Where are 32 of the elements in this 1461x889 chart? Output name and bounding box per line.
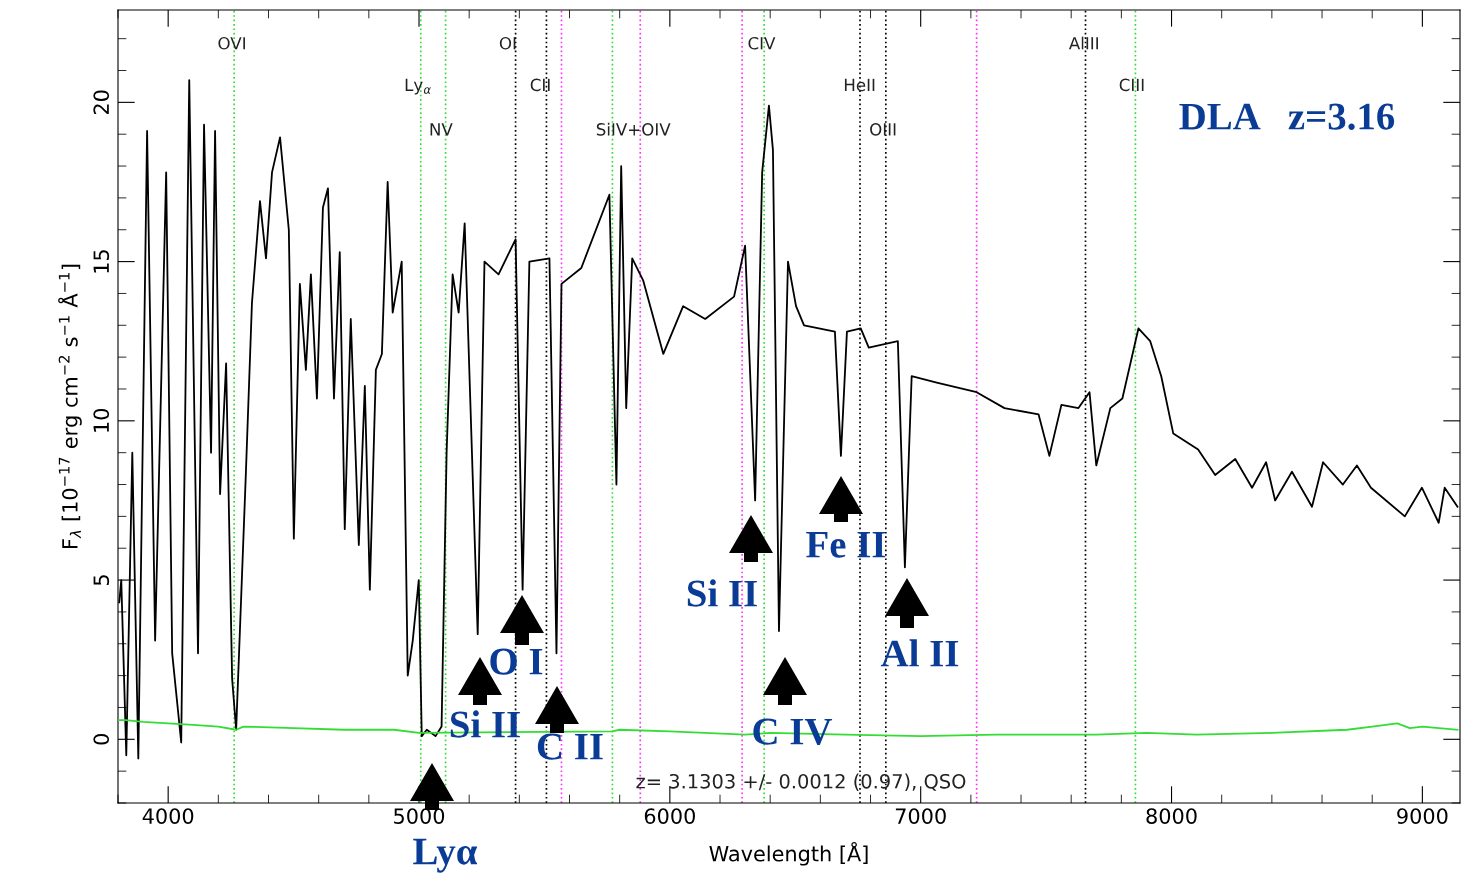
- ref-line-label: CIII: [1119, 78, 1144, 92]
- x-tick-label: 8000: [1146, 808, 1197, 824]
- ref-line-label: OVI: [218, 36, 245, 50]
- ref-line-label: OIII: [870, 123, 896, 136]
- x-axis-title: Wavelength [Å]: [709, 841, 868, 866]
- y-tick-label: 5: [93, 575, 110, 586]
- y-tick-label: 0: [93, 734, 110, 745]
- annotation: z= 3.1303 +/- 0.0012 (0.97), QSO: [636, 773, 966, 791]
- ref-line-label: NV: [430, 123, 453, 136]
- ref-line-label: HeII: [844, 78, 875, 92]
- annotation: DLA z=3.16: [1179, 103, 1395, 130]
- y-tick-label: 15: [93, 250, 110, 273]
- text: Lyα: [413, 838, 478, 873]
- ref-line-label: Ly$_{α}$: [405, 78, 431, 95]
- x-tick-label: 7000: [895, 808, 946, 824]
- ref-line-label: CIV: [748, 36, 776, 50]
- annotation: Fe II: [806, 531, 886, 558]
- x-tick-label: 6000: [644, 808, 695, 824]
- ref-line-label: OI: [499, 36, 516, 50]
- ref-line-label: AlIII: [1068, 36, 1098, 50]
- annotation: Si II: [687, 579, 757, 607]
- y-tick-label: 10: [93, 408, 110, 432]
- text: F$_{λ}$ [10$^{−17}$ erg cm$^{−2}$ s$^{−1}$ Å$^{−1}$]: [58, 264, 82, 548]
- annotation: C II: [537, 733, 603, 760]
- ref-line-label: CII: [530, 78, 550, 92]
- y-tick-label: 20: [93, 90, 110, 115]
- x-tick-label: 9000: [1397, 808, 1448, 824]
- x-tick-label: 4000: [142, 808, 194, 824]
- annotation: Al II: [880, 639, 959, 667]
- ref-line-label: SiIV+OIV: [596, 122, 671, 136]
- annotation: O I: [490, 648, 543, 675]
- x-tick-label: 5000: [394, 808, 445, 824]
